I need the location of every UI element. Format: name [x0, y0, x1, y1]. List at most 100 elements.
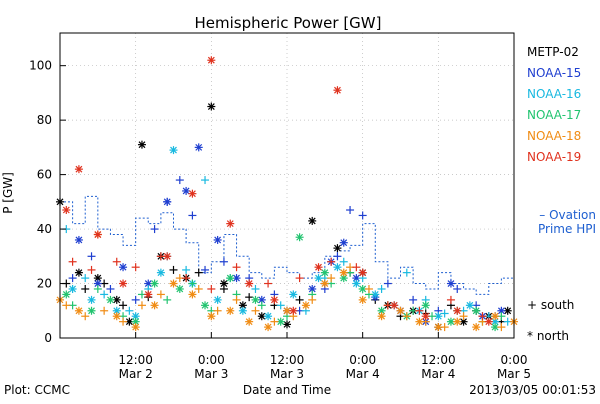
- point-metp-02-south: [245, 293, 254, 302]
- point-noaa-19-south: [327, 257, 336, 266]
- point-noaa-17-north: [472, 306, 481, 315]
- point-noaa-19-north: [207, 56, 216, 65]
- point-noaa-15-north: [339, 238, 348, 247]
- point-noaa-17-south: [93, 284, 102, 293]
- point-noaa-17-north: [150, 279, 159, 288]
- point-noaa-16-north: [87, 295, 96, 304]
- point-noaa-15-north: [182, 186, 191, 195]
- point-noaa-15-south: [201, 265, 210, 274]
- point-noaa-15-north: [119, 263, 128, 272]
- point-noaa-19-south: [415, 306, 424, 315]
- point-noaa-19-north: [484, 317, 493, 326]
- point-noaa-19-north: [289, 306, 298, 315]
- point-noaa-18-south: [156, 290, 165, 299]
- point-noaa-16-south: [339, 257, 348, 266]
- point-noaa-18-north: [150, 301, 159, 310]
- point-noaa-18-north: [188, 290, 197, 299]
- point-noaa-15-south: [333, 252, 342, 261]
- point-noaa-19-south: [352, 263, 361, 272]
- point-noaa-19-north: [333, 86, 342, 95]
- point-noaa-18-north: [226, 306, 235, 315]
- point-metp-02-north: [333, 244, 342, 253]
- x-tick-time-label: 12:00: [118, 353, 153, 367]
- point-noaa-17-north: [87, 306, 96, 315]
- ovation-hpi-line: [60, 195, 515, 295]
- point-noaa-19-north: [62, 206, 71, 215]
- point-noaa-18-south: [100, 306, 109, 315]
- point-noaa-19-south: [131, 263, 140, 272]
- point-noaa-17-south: [163, 295, 172, 304]
- point-noaa-16-north: [156, 268, 165, 277]
- ovation-layer: [60, 195, 515, 295]
- point-noaa-16-south: [125, 306, 134, 315]
- point-noaa-15-south: [346, 206, 355, 215]
- point-noaa-18-north: [396, 306, 405, 315]
- point-noaa-18-north: [131, 323, 140, 332]
- point-metp-02-south: [295, 295, 304, 304]
- point-noaa-18-south: [213, 306, 222, 315]
- x-tick-time-label: 0:00: [501, 353, 528, 367]
- point-noaa-16-north: [213, 295, 222, 304]
- x-tick-date-label: Mar 4: [421, 367, 455, 381]
- point-noaa-16-south: [182, 265, 191, 274]
- point-noaa-19-north: [144, 290, 153, 299]
- point-noaa-15-south: [106, 284, 115, 293]
- point-noaa-15-north: [446, 279, 455, 288]
- point-noaa-19-north: [390, 301, 399, 310]
- point-noaa-19-south: [87, 265, 96, 274]
- point-noaa-18-south: [364, 284, 373, 293]
- point-noaa-18-north: [207, 312, 216, 321]
- ovation-legend-line1: – Ovation: [539, 208, 596, 222]
- point-noaa-18-south: [497, 323, 506, 332]
- point-noaa-19-south: [264, 279, 273, 288]
- point-metp-02-north: [74, 268, 83, 277]
- point-noaa-15-north: [213, 235, 222, 244]
- point-noaa-16-south: [440, 309, 449, 318]
- x-tick-time-label: 12:00: [421, 353, 456, 367]
- point-noaa-18-south: [270, 317, 279, 326]
- point-metp-02-north: [137, 140, 146, 149]
- legend-entry-noaa-16: NOAA-16: [527, 87, 581, 101]
- point-noaa-15-south: [131, 295, 140, 304]
- y-tick-label: 60: [37, 168, 52, 182]
- y-tick-label: 40: [37, 222, 52, 236]
- legend: METP-02 NOAA-15 NOAA-16 NOAA-17 NOAA-18 NOAA-…: [527, 45, 581, 164]
- point-noaa-18-north: [358, 295, 367, 304]
- point-noaa-16-south: [201, 176, 210, 185]
- marker-legend-north: * north: [527, 329, 569, 343]
- point-noaa-15-south: [453, 284, 462, 293]
- footer-timestamp: 2013/03/05 00:01:53: [469, 383, 596, 397]
- y-tick-label: 80: [37, 113, 52, 127]
- point-noaa-17-north: [201, 301, 210, 310]
- point-noaa-18-north: [415, 317, 424, 326]
- point-metp-02-north: [257, 312, 266, 321]
- marker-legend: + south * north: [527, 298, 574, 343]
- point-noaa-17-north: [251, 295, 260, 304]
- point-noaa-17-north: [62, 290, 71, 299]
- point-noaa-16-south: [402, 268, 411, 277]
- point-noaa-17-north: [421, 301, 430, 310]
- point-noaa-18-north: [264, 323, 273, 332]
- point-noaa-18-north: [320, 279, 329, 288]
- point-noaa-19-south: [68, 257, 77, 266]
- point-noaa-16-south: [81, 274, 90, 283]
- point-noaa-18-north: [491, 312, 500, 321]
- point-noaa-18-south: [194, 284, 203, 293]
- point-noaa-19-north: [421, 312, 430, 321]
- point-noaa-19-south: [207, 284, 216, 293]
- point-noaa-18-north: [339, 268, 348, 277]
- point-noaa-17-north: [226, 274, 235, 283]
- point-noaa-18-south: [119, 317, 128, 326]
- x-tick-date-label: Mar 2: [119, 367, 153, 381]
- point-noaa-19-north: [270, 295, 279, 304]
- point-noaa-15-north: [194, 143, 203, 152]
- point-noaa-16-north: [352, 279, 361, 288]
- y-tick-label: 20: [37, 277, 52, 291]
- point-metp-02-north: [308, 216, 317, 225]
- point-noaa-19-north: [314, 263, 323, 272]
- point-noaa-17-south: [257, 301, 266, 310]
- points-layer: [56, 56, 518, 332]
